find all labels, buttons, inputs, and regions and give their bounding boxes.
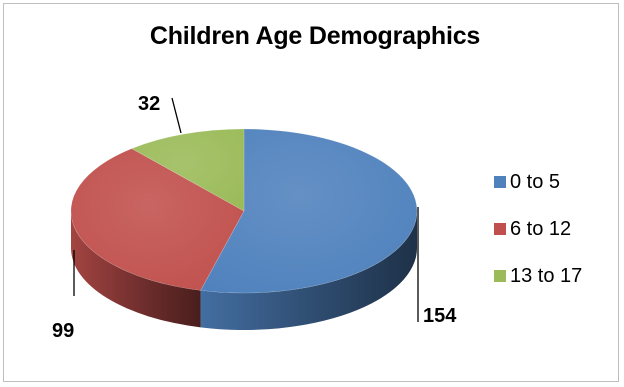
data-label-6-to-12: 99: [52, 320, 74, 342]
slice-side-0-to-5: [200, 211, 417, 330]
legend-label-0-to-5: 0 to 5: [510, 171, 561, 193]
data-label-0-to-5: 154: [423, 305, 457, 327]
legend-swatch-6-to-12: [494, 223, 506, 235]
leader-line-13-to-17: [171, 97, 182, 134]
slice-0-to-5: [200, 128, 418, 294]
legend-label-13-to-17: 13 to 17: [510, 265, 583, 287]
slice-13-to-17: [131, 128, 245, 212]
slice-6-to-12: [70, 148, 245, 291]
legend-swatch-0-to-5: [494, 176, 506, 188]
legend-label-6-to-12: 6 to 12: [510, 218, 572, 240]
chart-title: Children Age Demographics: [149, 22, 481, 50]
data-label-13-to-17: 32: [138, 93, 160, 115]
slice-side-6-to-12: [71, 211, 201, 328]
legend-swatch-13-to-17: [494, 270, 506, 282]
